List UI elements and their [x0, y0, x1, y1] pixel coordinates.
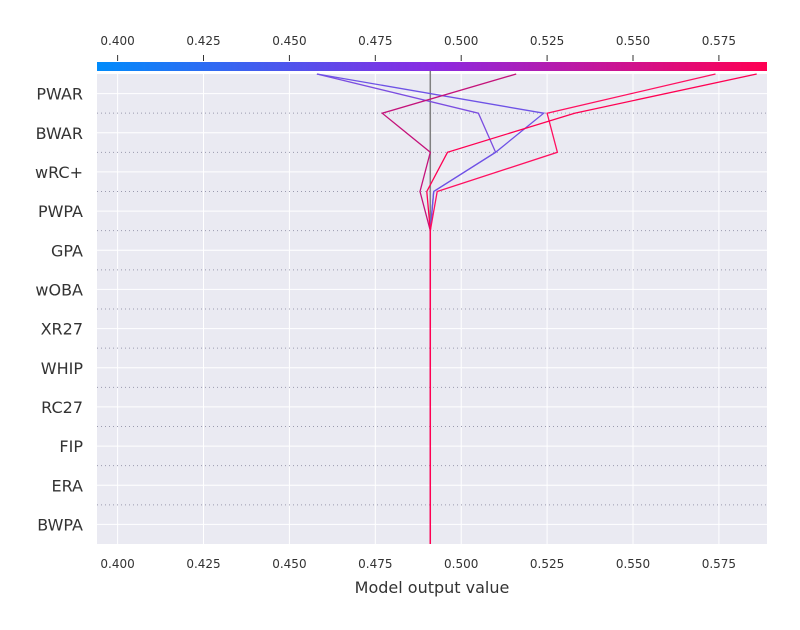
x-tick-label-bottom-7: 0.575 — [702, 557, 736, 571]
feature-label-7: WHIP — [41, 359, 84, 378]
x-tick-label-top-6: 0.550 — [616, 34, 650, 48]
x-tick-label-top-4: 0.500 — [444, 34, 478, 48]
feature-label-9: FIP — [59, 437, 83, 456]
x-tick-label-top-7: 0.575 — [702, 34, 736, 48]
series-line-4 — [426, 73, 757, 544]
x-tick-label-bottom-2: 0.450 — [272, 557, 306, 571]
x-tick-label-top-2: 0.450 — [272, 34, 306, 48]
feature-label-5: wOBA — [35, 280, 83, 299]
x-tick-label-top-3: 0.475 — [358, 34, 392, 48]
x-tick-label-top-5: 0.525 — [530, 34, 564, 48]
feature-label-8: RC27 — [41, 398, 83, 417]
x-tick-label-bottom-4: 0.500 — [444, 557, 478, 571]
x-tick-label-bottom-5: 0.525 — [530, 557, 564, 571]
x-tick-label-top-1: 0.425 — [186, 34, 220, 48]
plot-background — [97, 74, 767, 544]
colorbar — [97, 62, 767, 71]
x-tick-label-bottom-6: 0.550 — [616, 557, 650, 571]
feature-label-11: BWPA — [37, 515, 83, 534]
feature-label-6: XR27 — [41, 320, 83, 339]
x-tick-label-top-0: 0.400 — [100, 34, 134, 48]
x-tick-label-bottom-3: 0.475 — [358, 557, 392, 571]
x-tick-label-bottom-0: 0.400 — [100, 557, 134, 571]
feature-label-4: GPA — [51, 241, 83, 260]
x-tick-label-bottom-1: 0.425 — [186, 557, 220, 571]
feature-label-0: PWAR — [36, 85, 83, 104]
feature-label-10: ERA — [51, 476, 83, 495]
feature-label-3: PWPA — [38, 202, 83, 221]
x-axis-title: Model output value — [355, 578, 510, 597]
feature-label-1: BWAR — [36, 124, 83, 143]
feature-label-2: wRC+ — [35, 163, 83, 182]
